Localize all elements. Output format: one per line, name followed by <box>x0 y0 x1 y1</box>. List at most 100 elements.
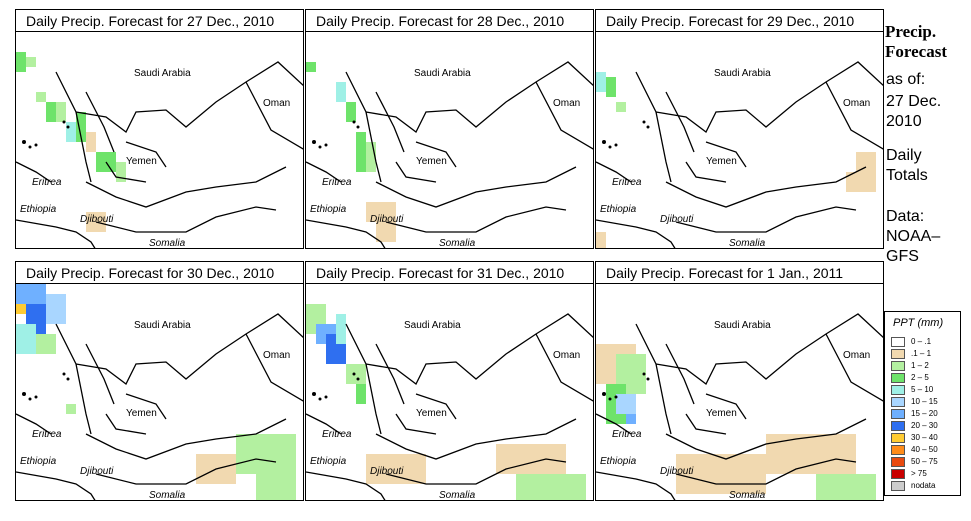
legend-swatch <box>891 420 905 431</box>
legend-swatch <box>891 360 905 371</box>
label-eritrea: Eritrea <box>322 177 352 188</box>
legend-label: 50 – 75 <box>911 457 938 466</box>
label-saudi-arabia: Saudi Arabia <box>404 320 461 331</box>
map-panel-4: Daily Precip. Forecast for 30 Dec., 2010… <box>15 261 304 501</box>
daily-line-1: Daily <box>886 147 922 164</box>
label-somalia: Somalia <box>729 490 766 501</box>
legend-row: 0 – .1 <box>891 336 931 347</box>
legend-swatch <box>891 384 905 395</box>
label-yemen: Yemen <box>126 156 157 167</box>
label-oman: Oman <box>553 350 581 361</box>
label-saudi-arabia: Saudi Arabia <box>714 320 771 331</box>
legend-swatch <box>891 372 905 383</box>
label-saudi-arabia: Saudi Arabia <box>134 320 191 331</box>
legend-label: 20 – 30 <box>911 421 938 430</box>
legend-label: 40 – 50 <box>911 445 938 454</box>
title-line-1: Precip. <box>885 22 937 41</box>
label-djibouti: Djibouti <box>660 214 694 225</box>
legend-label: nodata <box>911 481 936 490</box>
legend-label: 1 – 2 <box>911 361 929 370</box>
label-eritrea: Eritrea <box>32 429 62 440</box>
label-somalia: Somalia <box>439 238 476 249</box>
precip-map: Saudi Arabia Oman Yemen Eritrea Ethiopia… <box>305 31 594 249</box>
label-eritrea: Eritrea <box>322 429 352 440</box>
ppt-legend: PPT (mm) 0 – .1 .1 – 1 1 – 2 2 – 5 5 – 1… <box>884 311 961 496</box>
basemap-outline <box>596 61 883 248</box>
label-yemen: Yemen <box>416 156 447 167</box>
legend-swatch <box>891 408 905 419</box>
label-ethiopia: Ethiopia <box>310 456 347 467</box>
precip-overlay <box>16 284 296 500</box>
basemap-outline <box>16 313 303 500</box>
legend-swatch <box>891 336 905 347</box>
precip-map: Saudi Arabia Oman Yemen Eritrea Ethiopia… <box>15 283 304 501</box>
map-panel-6: Daily Precip. Forecast for 1 Jan., 2011 … <box>595 261 884 501</box>
legend-row: 2 – 5 <box>891 372 929 383</box>
legend-row: 20 – 30 <box>891 420 938 431</box>
legend-row: 15 – 20 <box>891 408 938 419</box>
legend-row: 5 – 10 <box>891 384 933 395</box>
label-djibouti: Djibouti <box>660 466 694 477</box>
label-somalia: Somalia <box>439 490 476 501</box>
panel-title: Daily Precip. Forecast for 30 Dec., 2010 <box>15 261 304 283</box>
daily-line-2: Totals <box>886 167 928 184</box>
asof-line-1: as of: <box>886 71 926 88</box>
legend-label: 15 – 20 <box>911 409 938 418</box>
forecast-title: Precip. Forecast <box>885 22 971 62</box>
label-oman: Oman <box>263 350 291 361</box>
label-djibouti: Djibouti <box>80 214 114 225</box>
data-line-1: Data: <box>886 208 925 225</box>
panel-title: Daily Precip. Forecast for 31 Dec., 2010 <box>305 261 594 283</box>
precip-overlay <box>306 304 586 500</box>
legend-swatch <box>891 456 905 467</box>
label-djibouti: Djibouti <box>370 214 404 225</box>
precip-map: Saudi Arabia Oman Yemen Eritrea Ethiopia… <box>595 31 884 249</box>
legend-row: > 75 <box>891 468 927 479</box>
legend-row: 10 – 15 <box>891 396 938 407</box>
panel-title: Daily Precip. Forecast for 1 Jan., 2011 <box>595 261 884 283</box>
label-ethiopia: Ethiopia <box>20 204 57 215</box>
data-line-2: NOAA– <box>886 228 941 245</box>
label-ethiopia: Ethiopia <box>600 456 637 467</box>
label-yemen: Yemen <box>126 408 157 419</box>
label-somalia: Somalia <box>729 238 766 249</box>
label-oman: Oman <box>553 98 581 109</box>
panel-title: Daily Precip. Forecast for 29 Dec., 2010 <box>595 9 884 31</box>
legend-label: 0 – .1 <box>911 337 932 346</box>
panel-title: Daily Precip. Forecast for 27 Dec., 2010 <box>15 9 304 31</box>
label-oman: Oman <box>263 98 291 109</box>
data-line-3: GFS <box>886 248 919 265</box>
map-panel-3: Daily Precip. Forecast for 29 Dec., 2010… <box>595 9 884 249</box>
label-somalia: Somalia <box>149 490 186 501</box>
basemap-outline <box>306 61 593 248</box>
label-yemen: Yemen <box>706 156 737 167</box>
label-djibouti: Djibouti <box>370 466 404 477</box>
map-panel-1: Daily Precip. Forecast for 27 Dec., 2010… <box>15 9 304 249</box>
legend-title: PPT (mm) <box>893 317 944 329</box>
label-yemen: Yemen <box>416 408 447 419</box>
label-ethiopia: Ethiopia <box>20 456 57 467</box>
basemap-outline <box>16 61 303 248</box>
legend-swatch <box>891 348 905 359</box>
precip-map: Saudi Arabia Oman Yemen Eritrea Ethiopia… <box>15 31 304 249</box>
legend-swatch <box>891 432 905 443</box>
legend-label: 2 – 5 <box>911 373 929 382</box>
label-saudi-arabia: Saudi Arabia <box>134 68 191 79</box>
label-saudi-arabia: Saudi Arabia <box>414 68 471 79</box>
label-somalia: Somalia <box>149 238 186 249</box>
legend-label: 5 – 10 <box>911 385 934 394</box>
legend-row: .1 – 1 <box>891 348 931 359</box>
basemap-outline <box>596 313 883 500</box>
legend-label: 30 – 40 <box>911 433 938 442</box>
basemap-outline <box>306 313 593 500</box>
precip-overlay <box>306 62 396 242</box>
precip-map: Saudi Arabia Oman Yemen Eritrea Ethiopia… <box>305 283 594 501</box>
precip-map: Saudi Arabia Oman Yemen Eritrea Ethiopia… <box>595 283 884 501</box>
label-ethiopia: Ethiopia <box>600 204 637 215</box>
panel-title: Daily Precip. Forecast for 28 Dec., 2010 <box>305 9 594 31</box>
legend-swatch <box>891 480 905 491</box>
precip-overlay <box>16 52 126 232</box>
legend-label: 10 – 15 <box>911 397 938 406</box>
legend-swatch <box>891 468 905 479</box>
legend-row: nodata <box>891 480 935 491</box>
